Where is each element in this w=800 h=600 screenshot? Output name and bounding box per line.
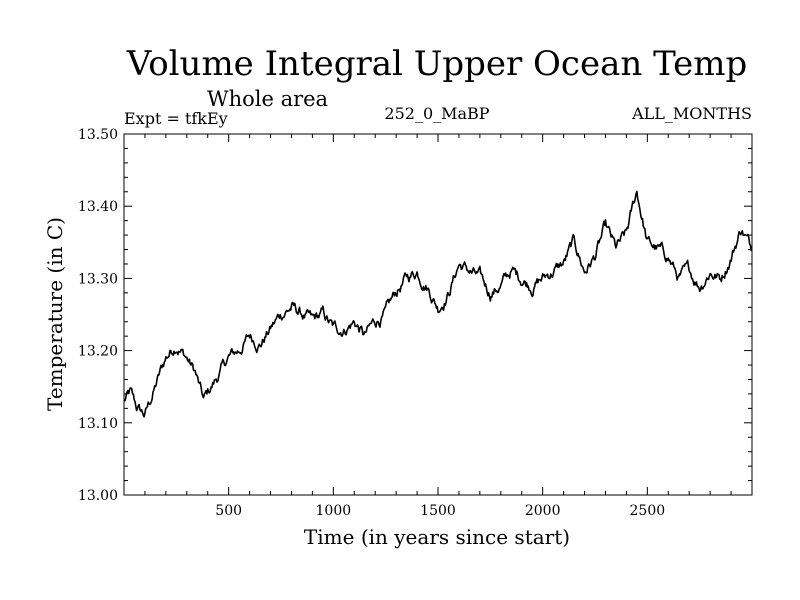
x-axis-label: Time (in years since start) <box>304 525 570 549</box>
y-tick-label: 13.10 <box>78 416 118 432</box>
chart-subtitle: Whole area <box>207 87 328 111</box>
x-axis: 500 1000 1500 2000 2500 <box>144 134 732 519</box>
run-label: 252_0_MaBP <box>384 104 489 123</box>
y-tick-label: 13.20 <box>78 344 118 360</box>
y-tick-label: 13.50 <box>78 127 118 143</box>
months-label: ALL_MONTHS <box>631 104 752 123</box>
y-tick-label: 13.00 <box>78 488 118 504</box>
expt-label: Expt = tfkEy <box>124 109 228 128</box>
series-line <box>123 190 753 418</box>
x-tick-label: 500 <box>215 503 242 519</box>
y-axis-label: Temperature (in C) <box>43 217 67 411</box>
x-tick-label: 1000 <box>316 503 352 519</box>
x-tick-label: 2000 <box>525 503 561 519</box>
y-tick-label: 13.40 <box>78 199 118 215</box>
y-tick-label: 13.30 <box>78 271 118 287</box>
y-axis: 13.00 13.10 13.20 13.30 13.40 13.50 <box>78 127 752 504</box>
plot-frame <box>123 133 753 496</box>
chart-title: Volume Integral Upper Ocean Temp <box>126 44 747 84</box>
x-tick-label: 2500 <box>630 503 666 519</box>
x-tick-label: 1500 <box>420 503 456 519</box>
